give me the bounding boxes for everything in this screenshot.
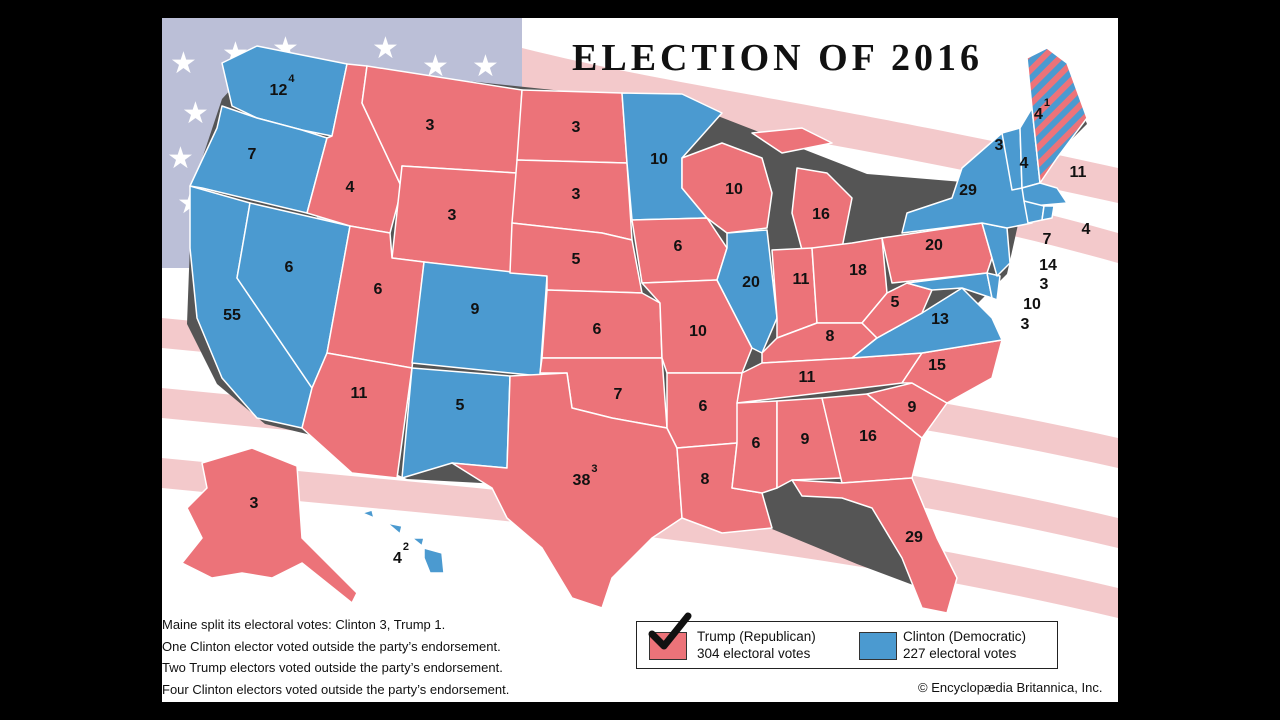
electoral-votes-ohio: 18 xyxy=(849,262,867,279)
state-georgia xyxy=(821,393,923,484)
state-delaware xyxy=(986,272,1001,301)
electoral-votes-south-dakota: 3 xyxy=(571,186,581,203)
electoral-votes-nebraska: 5 xyxy=(571,251,581,268)
democratic-swatch xyxy=(859,632,897,660)
electoral-votes-mississippi: 6 xyxy=(751,435,761,452)
state-alaska xyxy=(181,447,358,604)
state-texas xyxy=(451,372,683,609)
legend-trump-name: Trump (Republican) xyxy=(697,629,816,644)
electoral-votes-illinois: 20 xyxy=(742,274,760,291)
map-frame: ★★ ★★ ★★ ★★ ★ xyxy=(162,18,1118,702)
electoral-votes-new-jersey: 14 xyxy=(1039,257,1057,274)
winner-checkmark-icon xyxy=(648,612,692,650)
svg-text:★: ★ xyxy=(472,50,499,83)
electoral-votes-arizona: 11 xyxy=(350,385,368,402)
electoral-votes-hawaii: 42 xyxy=(392,540,410,568)
electoral-votes-colorado: 9 xyxy=(470,301,480,318)
electoral-votes-oregon: 7 xyxy=(247,146,257,163)
state-colorado xyxy=(411,261,548,377)
electoral-votes-rhode-island: 4 xyxy=(1081,221,1091,238)
legend-clinton-votes: 227 electoral votes xyxy=(903,646,1017,661)
electoral-votes-connecticut: 7 xyxy=(1042,231,1052,248)
electoral-votes-indiana: 11 xyxy=(792,271,810,288)
electoral-votes-kentucky: 8 xyxy=(825,328,835,345)
electoral-votes-california: 55 xyxy=(223,307,241,324)
electoral-votes-minnesota: 10 xyxy=(650,151,668,168)
state-illinois xyxy=(716,229,778,354)
footnote: Four Clinton electors voted outside the … xyxy=(162,681,510,697)
electoral-votes-delaware: 3 xyxy=(1039,276,1049,293)
electoral-votes-alaska: 3 xyxy=(249,495,259,512)
electoral-votes-nevada: 6 xyxy=(284,259,294,276)
state-maine xyxy=(1026,47,1088,184)
electoral-votes-michigan: 16 xyxy=(812,206,830,223)
electoral-votes-north-dakota: 3 xyxy=(571,119,581,136)
state-maryland xyxy=(906,272,993,299)
legend: Trump (Republican) 304 electoral votes C… xyxy=(636,621,1058,669)
electoral-votes-texas: 383 xyxy=(572,462,598,490)
electoral-votes-alabama: 9 xyxy=(800,431,810,448)
electoral-votes-montana: 3 xyxy=(425,117,435,134)
state-wisconsin xyxy=(681,142,773,234)
footnote: One Clinton elector voted outside the pa… xyxy=(162,638,501,654)
electoral-votes-maryland: 10 xyxy=(1023,296,1041,313)
electoral-votes-west-virginia: 5 xyxy=(890,294,900,311)
legend-trump-votes: 304 electoral votes xyxy=(697,646,811,661)
electoral-votes-south-carolina: 9 xyxy=(907,399,917,416)
footnote: Two Trump electors voted outside the par… xyxy=(162,660,503,675)
electoral-votes-iowa: 6 xyxy=(673,238,683,255)
electoral-votes-virginia: 13 xyxy=(931,311,949,328)
electoral-votes-oklahoma: 7 xyxy=(613,386,623,403)
electoral-votes-missouri: 10 xyxy=(689,323,707,340)
electoral-votes-arkansas: 6 xyxy=(698,398,708,415)
svg-text:★: ★ xyxy=(182,97,209,130)
svg-text:★: ★ xyxy=(167,142,194,175)
state-rhode-island xyxy=(1041,205,1055,221)
footnote: Maine split its electoral votes: Clinton… xyxy=(162,617,446,632)
svg-text:★: ★ xyxy=(170,47,197,80)
electoral-votes-wisconsin: 10 xyxy=(725,181,743,198)
electoral-votes-north-carolina: 15 xyxy=(928,357,946,374)
legend-clinton: Clinton (Democratic) 227 electoral votes xyxy=(903,628,1026,662)
state-new-mexico xyxy=(401,367,511,479)
state-florida xyxy=(791,477,958,614)
map-title: ELECTION OF 2016 xyxy=(572,37,983,79)
electoral-votes-new-york: 29 xyxy=(959,182,977,199)
electoral-votes-vermont: 3 xyxy=(994,137,1004,154)
election-map: ★★ ★★ ★★ ★★ ★ xyxy=(162,18,1118,618)
state-arizona xyxy=(301,352,413,479)
footnotes: Maine split its electoral votes: Clinton… xyxy=(162,614,509,700)
electoral-votes-pennsylvania: 20 xyxy=(925,237,943,254)
legend-trump: Trump (Republican) 304 electoral votes xyxy=(697,628,816,662)
electoral-votes-utah: 6 xyxy=(373,281,383,298)
electoral-votes-washington: 124 xyxy=(269,72,295,100)
state-indiana xyxy=(771,247,818,339)
electoral-votes-wyoming: 3 xyxy=(447,207,457,224)
electoral-votes-district-of-columbia: 3 xyxy=(1020,316,1030,333)
legend-clinton-name: Clinton (Democratic) xyxy=(903,629,1027,644)
electoral-votes-massachusetts: 11 xyxy=(1069,164,1087,181)
electoral-votes-florida: 29 xyxy=(905,529,923,546)
electoral-votes-kansas: 6 xyxy=(592,321,602,338)
svg-text:★: ★ xyxy=(372,32,399,65)
electoral-votes-new-mexico: 5 xyxy=(455,397,465,414)
electoral-votes-idaho: 4 xyxy=(345,179,355,196)
electoral-votes-new-hampshire: 4 xyxy=(1019,155,1029,172)
electoral-votes-tennessee: 11 xyxy=(798,369,816,386)
copyright-credit: © Encyclopædia Britannica, Inc. xyxy=(918,680,1103,695)
electoral-votes-louisiana: 8 xyxy=(700,471,710,488)
state-alabama xyxy=(776,397,843,489)
state-hawaii xyxy=(361,509,445,574)
electoral-votes-georgia: 16 xyxy=(859,428,877,445)
state-kansas xyxy=(541,289,663,359)
electoral-votes-maine: 41 xyxy=(1033,96,1051,124)
